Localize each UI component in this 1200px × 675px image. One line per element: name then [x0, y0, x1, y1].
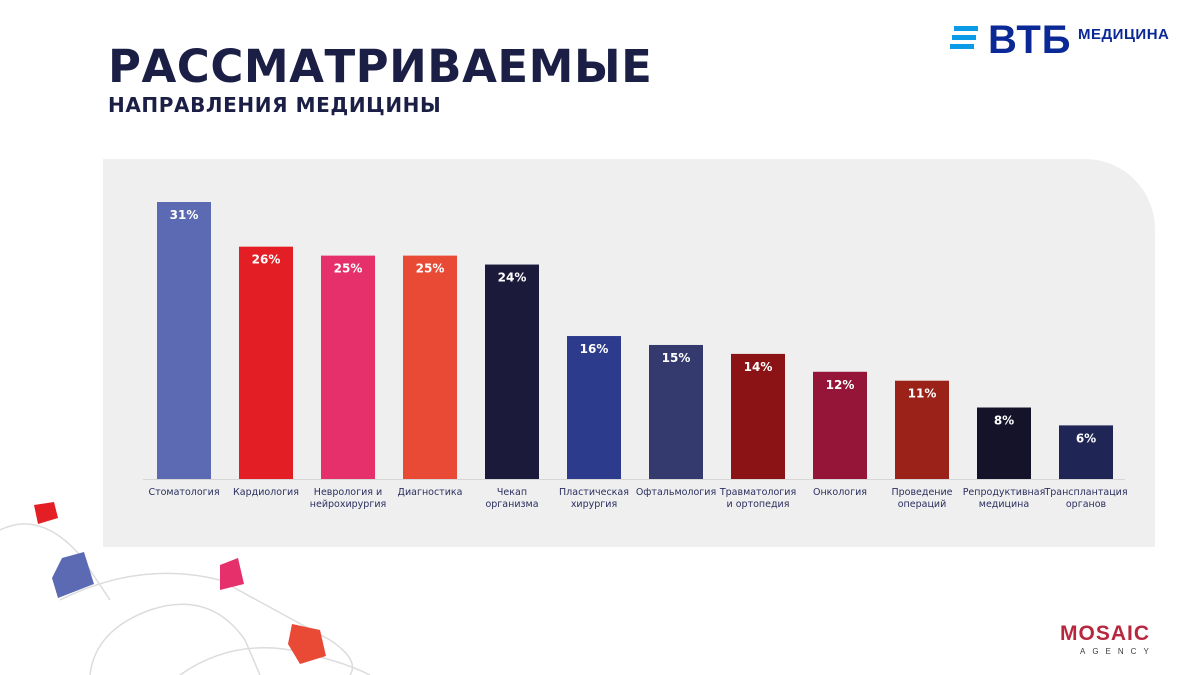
page-subtitle: НАПРАВЛЕНИЯ МЕДИЦИНЫ [108, 93, 442, 117]
category-label-11: Трансплантация органов [1043, 487, 1127, 510]
mosaic-logo-subtext: AGENCY [1080, 647, 1156, 656]
value-label-5: 16% [580, 342, 609, 356]
value-label-10: 8% [994, 414, 1014, 428]
category-label-6: Офтальмология [636, 487, 716, 498]
category-label-10: Репродуктивная медицина [963, 487, 1046, 510]
category-label-2: Неврология и нейрохирургия [310, 487, 386, 510]
value-label-2: 25% [334, 262, 363, 276]
vtb-medicina-logo: ВТБ МЕДИЦИНА [950, 18, 1180, 68]
bar-0 [157, 202, 211, 479]
bar-2 [321, 255, 375, 479]
value-label-9: 11% [908, 387, 937, 401]
bar-9 [895, 380, 949, 479]
category-label-9: Проведение операций [891, 487, 952, 510]
logo-sub-text: МЕДИЦИНА [1078, 26, 1170, 43]
bar-1 [239, 246, 293, 479]
vtb-stripes-icon [950, 26, 978, 49]
value-label-11: 6% [1076, 431, 1096, 445]
decor-blue-shape [52, 552, 94, 598]
bar-8 [813, 371, 867, 479]
bar-5 [567, 336, 621, 479]
category-label-0: Стоматология [148, 487, 219, 498]
mosaic-logo-text: MOSAIC [1060, 622, 1150, 645]
bar-3 [403, 255, 457, 479]
value-label-4: 24% [498, 271, 527, 285]
category-label-1: Кардиология [233, 487, 299, 498]
category-label-8: Онкология [813, 487, 867, 498]
page-title: РАССМАТРИВАЕМЫЕ [108, 40, 653, 93]
decorative-shapes [0, 502, 371, 675]
decor-pink-shape [220, 558, 244, 590]
value-label-1: 26% [252, 253, 281, 267]
category-label-7: Травматология и ортопедия [719, 487, 796, 510]
value-label-3: 25% [416, 262, 445, 276]
mosaic-agency-logo: MOSAIC AGENCY [1060, 622, 1170, 662]
bar-7 [731, 353, 785, 479]
value-label-0: 31% [170, 208, 199, 222]
decor-orange-shape [288, 624, 326, 664]
logo-main-text: ВТБ [988, 18, 1072, 62]
category-label-5: Пластическая хирургия [559, 487, 629, 510]
category-label-3: Диагностика [398, 487, 463, 498]
value-label-6: 15% [662, 351, 691, 365]
bar-10 [977, 407, 1031, 479]
value-label-8: 12% [826, 378, 855, 392]
decor-red-shape [34, 502, 58, 524]
bar-6 [649, 344, 703, 479]
category-label-4: Чекап организма [485, 487, 538, 510]
bar-4 [485, 264, 539, 479]
value-label-7: 14% [744, 360, 773, 374]
bar-11 [1059, 425, 1113, 479]
